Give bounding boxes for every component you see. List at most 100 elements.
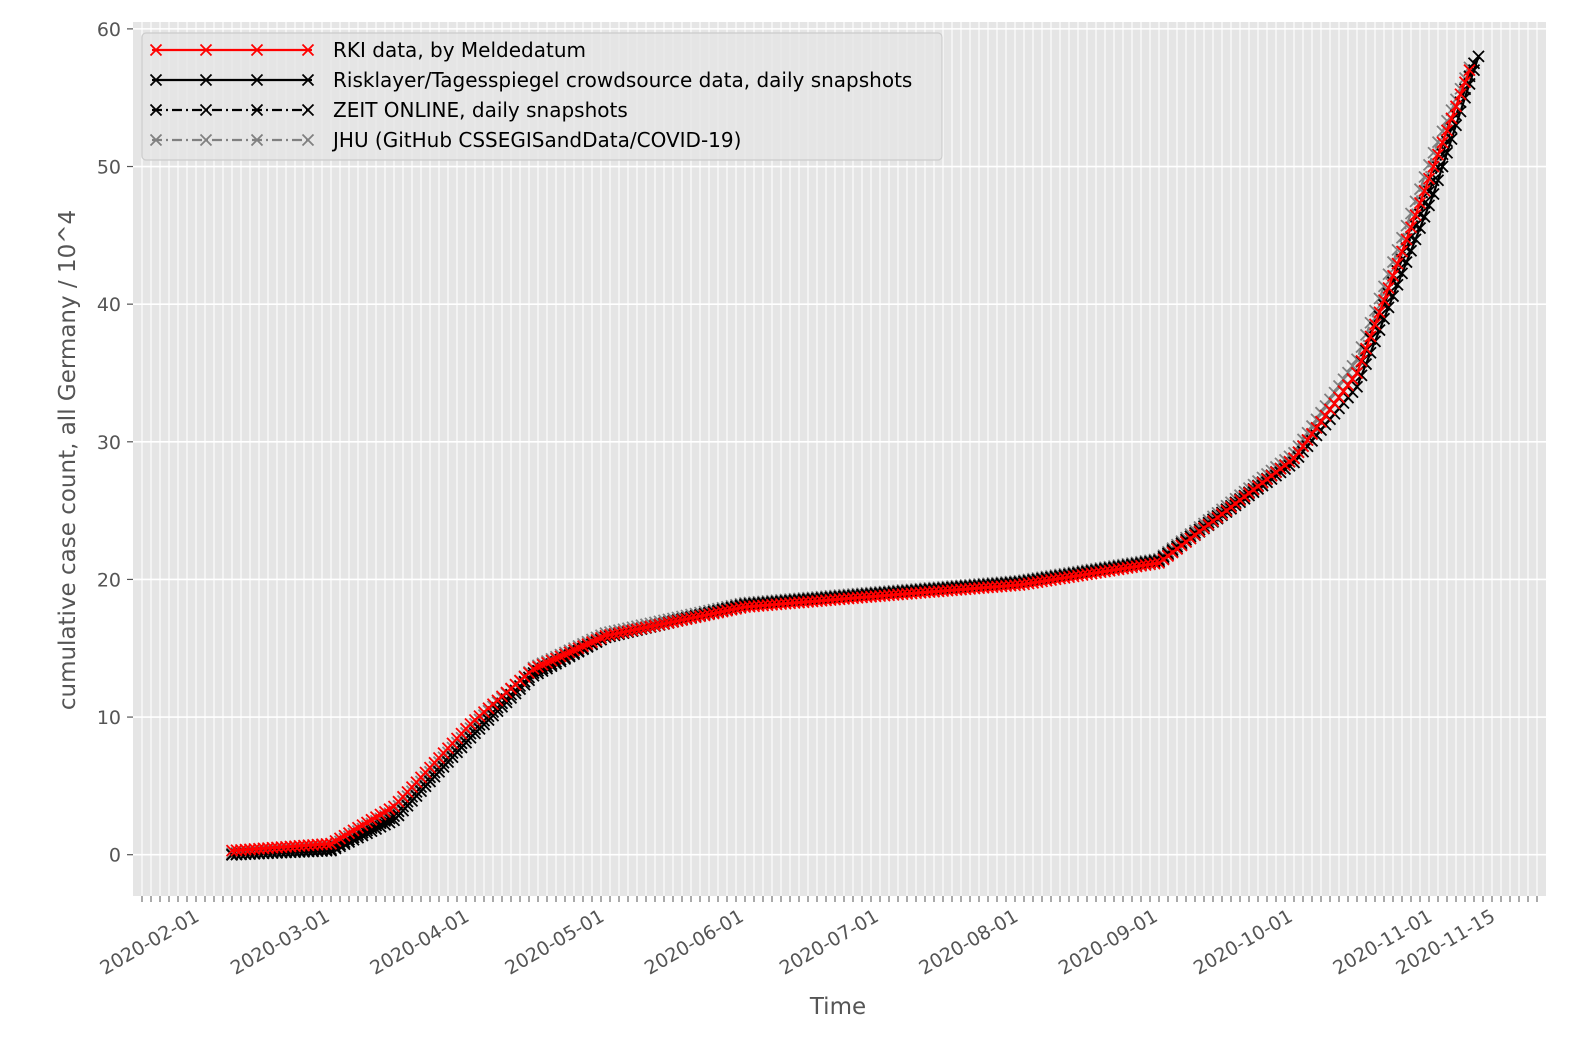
data-point <box>1472 50 1485 63</box>
data-point <box>1409 208 1422 222</box>
data-point <box>320 837 333 851</box>
y-tick-label: 30 <box>97 432 121 454</box>
data-point <box>1341 366 1355 379</box>
legend-marker <box>301 103 315 117</box>
legend-marker <box>250 133 264 147</box>
legend-frame <box>141 32 943 161</box>
data-point <box>1427 160 1440 173</box>
data-point <box>1445 112 1458 125</box>
x-tick-label: 2020-07-01 <box>776 905 883 979</box>
legend-marker <box>250 103 264 117</box>
x-tick-label: 2020-09-01 <box>1055 905 1162 979</box>
legend: RKI data, by Meldedatum Risklayer/Tagessp… <box>141 32 943 161</box>
legend-item: Risklayer/Tagesspiegel crowdsource data,… <box>149 68 912 92</box>
data-point <box>1404 221 1418 234</box>
data-point <box>1409 233 1422 246</box>
data-point <box>1418 184 1431 197</box>
data-point <box>1382 301 1395 314</box>
data-point <box>1301 433 1314 447</box>
legend-marker <box>199 43 213 57</box>
data-point <box>1436 160 1449 173</box>
data-point <box>1454 88 1467 101</box>
data-point <box>1400 233 1413 246</box>
data-point <box>1445 132 1458 146</box>
data-point <box>1449 100 1463 113</box>
y-tick-label: 0 <box>109 845 121 867</box>
x-axis-label: Time <box>809 994 866 1020</box>
legend-marker <box>149 103 163 117</box>
legend-label: ZEIT ONLINE, daily snapshots <box>333 98 628 122</box>
data-point <box>1395 245 1409 258</box>
x-tick-label: 2020-05-01 <box>501 905 608 979</box>
data-point <box>1440 124 1454 137</box>
x-tick-group: 2020-02-01 2020-03-01 2020-04-01 2020-05-01… <box>96 905 1499 979</box>
legend-marker <box>301 43 315 57</box>
data-point <box>1337 385 1350 398</box>
data-point <box>1287 452 1301 465</box>
data-point <box>1377 293 1391 307</box>
legend-marker <box>301 73 315 87</box>
data-point <box>1314 415 1328 428</box>
data-point <box>1148 557 1161 570</box>
data-point <box>1463 64 1476 77</box>
legend-label: JHU (GitHub CSSEGISandData/COVID-19) <box>331 128 741 152</box>
legend-marker <box>301 133 315 147</box>
series-group <box>225 50 1485 861</box>
data-point <box>1346 372 1359 386</box>
legend-marker <box>199 133 213 147</box>
data-point <box>1341 379 1355 392</box>
data-point <box>1296 439 1310 453</box>
legend-marker <box>250 73 264 87</box>
legend-item: JHU (GitHub CSSEGISandData/COVID-19) <box>149 128 741 152</box>
x-tick-label: 2020-03-01 <box>227 905 334 979</box>
data-point <box>1323 403 1337 416</box>
data-point <box>1364 330 1377 343</box>
data-point <box>1368 318 1382 331</box>
y-tick-label: 40 <box>97 294 121 316</box>
data-point <box>1458 76 1472 89</box>
data-point <box>1328 397 1341 410</box>
y-tick-label: 60 <box>97 19 121 41</box>
legend-item: ZEIT ONLINE, daily snapshots <box>149 98 628 122</box>
data-point <box>1427 187 1440 201</box>
data-point <box>1422 199 1436 212</box>
x-tick-label: 2020-08-01 <box>915 905 1022 979</box>
data-point <box>1319 409 1332 422</box>
x-tick-label: 2020-04-01 <box>366 905 473 979</box>
legend-marker <box>149 43 163 57</box>
data-point <box>1310 421 1323 434</box>
data-point <box>1332 391 1346 404</box>
legend-item: RKI data, by Meldedatum <box>149 38 586 62</box>
data-point <box>1373 306 1386 319</box>
x-tick-label: 2020-02-01 <box>96 905 203 979</box>
data-point <box>1449 119 1463 132</box>
data-point <box>1413 196 1427 210</box>
data-point <box>1305 427 1319 441</box>
y-tick-group: 0 10 20 30 40 50 60 <box>97 19 133 867</box>
legend-items: RKI data, by Meldedatum Risklayer/Tagessp… <box>149 38 912 152</box>
data-point <box>1292 446 1305 459</box>
data-point <box>1391 278 1404 291</box>
x-tick-label: 2020-06-01 <box>641 905 748 979</box>
y-axis-label: cumulative case count, all Germany / 10^… <box>55 210 81 710</box>
data-point <box>1359 342 1373 355</box>
legend-label: Risklayer/Tagesspiegel crowdsource data,… <box>333 68 912 92</box>
data-point <box>1346 359 1359 373</box>
legend-marker <box>149 73 163 87</box>
plot-background <box>133 22 1546 896</box>
legend-marker <box>149 133 163 147</box>
legend-label: RKI data, by Meldedatum <box>333 38 586 62</box>
y-tick-label: 50 <box>97 157 121 179</box>
data-point <box>1436 136 1449 149</box>
data-point <box>1382 281 1395 295</box>
x-tick-label: 2020-10-01 <box>1190 905 1297 979</box>
y-tick-label: 20 <box>97 569 121 591</box>
y-tick-label: 10 <box>97 707 121 729</box>
data-point <box>1395 267 1409 280</box>
data-point <box>1422 172 1436 185</box>
data-point <box>1391 257 1404 270</box>
data-point <box>1467 64 1481 77</box>
data-point <box>1337 373 1350 386</box>
legend-marker <box>199 73 213 87</box>
